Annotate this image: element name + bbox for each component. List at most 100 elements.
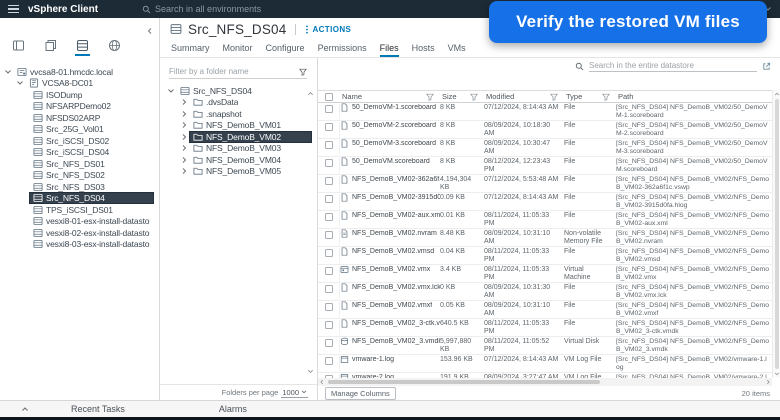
file-row[interactable]: NFS_DemoB_VM02.vmx 3.4 KB 08/11/2024, 11… (318, 265, 772, 283)
tree-item-datastore[interactable]: NFSARPDemo02 (0, 101, 159, 113)
scroll-up-icon[interactable] (307, 84, 314, 102)
file-row[interactable]: vmware-1.log 153.96 KB 07/12/2024, 8:14:… (318, 355, 772, 373)
file-row[interactable]: 50_DemoVM-2.scoreboard 8 KB 08/09/2024, … (318, 121, 772, 139)
file-row[interactable]: NFS_DemoB_VM02_3.vmdk 5,997,880 KB 08/11… (318, 337, 772, 355)
column-header-path[interactable]: Path (618, 92, 634, 101)
horizontal-scrollbar[interactable] (318, 378, 772, 386)
tree-item-datastore[interactable]: Src_NFS_DS01 (0, 158, 159, 170)
tab-files[interactable]: Files (379, 40, 399, 57)
row-checkbox[interactable] (324, 303, 333, 311)
row-checkbox[interactable] (324, 141, 333, 149)
tab-permissions[interactable]: Permissions (317, 42, 367, 53)
row-checkbox[interactable] (324, 357, 333, 365)
file-row[interactable]: 50_DemoVM-1.scoreboard 8 KB 07/12/2024, … (318, 103, 772, 121)
tree-item-datastore[interactable]: vesxi8-03-esx-install-datastore (0, 239, 159, 251)
recent-tasks-tab[interactable]: Recent Tasks (71, 404, 125, 414)
tab-networking[interactable] (107, 39, 122, 56)
folder-item[interactable]: .dvsData (160, 97, 317, 109)
chevron-right-icon[interactable] (179, 156, 189, 164)
tree-item-datastore[interactable]: vesxi8-02-esx-install-datastore (0, 227, 159, 239)
chevron-right-icon[interactable] (179, 167, 189, 175)
row-checkbox[interactable] (324, 267, 333, 275)
folder-item[interactable]: NFS_DemoB_VM03 (160, 143, 317, 155)
file-row[interactable]: 50_DemoVM-3.scoreboard 8 KB 08/09/2024, … (318, 139, 772, 157)
expand-tasks-icon[interactable] (21, 405, 29, 413)
tab-configure[interactable]: Configure (265, 42, 305, 53)
row-checkbox[interactable] (324, 321, 333, 329)
scroll-down-icon[interactable] (307, 362, 314, 380)
folder-root[interactable]: Src_NFS_DS04 (160, 85, 317, 97)
file-row[interactable]: NFS_DemoB_VM02.nvram 8.48 KB 08/09/2024,… (318, 229, 772, 247)
tree-item-datastore[interactable]: Src_NFS_DS03 (0, 181, 159, 193)
tab-hosts-clusters[interactable] (11, 39, 26, 56)
filter-funnel-icon[interactable] (426, 93, 434, 101)
select-all-checkbox[interactable] (325, 92, 333, 101)
tab-vms[interactable]: VMs (447, 42, 466, 53)
column-header-modified[interactable]: Modified (484, 92, 564, 101)
tree-item-datacenter[interactable]: VCSA8-DC01 (0, 78, 159, 90)
tree-item-datastore[interactable]: Src_iSCSI_DS02 (0, 135, 159, 147)
column-header-type[interactable]: Type (564, 92, 616, 101)
tree-item-vcenter[interactable]: vvcsa8-01.hmcdc.local (0, 66, 159, 78)
column-header-size[interactable]: Size (440, 92, 484, 101)
file-row[interactable]: vmware-2.log 191.9 KB 08/09/2024, 3:27:4… (318, 373, 772, 378)
file-row[interactable]: NFS_DemoB_VM02-3915d0fa.hlog 0.09 KB 07/… (318, 193, 772, 211)
actions-button[interactable]: ACTIONS (305, 25, 351, 34)
file-row[interactable]: 50_DemoVM.scoreboard 8 KB 08/12/2024, 12… (318, 157, 772, 175)
scroll-up-icon[interactable] (774, 91, 780, 97)
tree-item-datastore[interactable]: vesxi8-01-esx-install-datastore (0, 216, 159, 228)
folder-item[interactable]: NFS_DemoB_VM05 (160, 166, 317, 178)
row-checkbox[interactable] (324, 285, 333, 293)
filter-funnel-icon[interactable] (299, 68, 307, 76)
scroll-right-icon[interactable] (764, 379, 772, 385)
row-checkbox[interactable] (324, 177, 333, 185)
tree-item-datastore[interactable]: NFSDS02ARP (0, 112, 159, 124)
file-row[interactable]: NFS_DemoB_VM02-362a6f1c.vswp 4,194,304 K… (318, 175, 772, 193)
folder-item[interactable]: .snapshot (160, 108, 317, 120)
collapse-sidebar-icon[interactable] (146, 22, 154, 40)
tree-item-datastore[interactable]: Src_NFS_DS02 (0, 170, 159, 182)
row-checkbox[interactable] (324, 105, 333, 113)
tab-summary[interactable]: Summary (171, 42, 210, 53)
folder-item[interactable]: NFS_DemoB_VM01 (160, 120, 317, 132)
scroll-down-icon[interactable] (774, 371, 780, 377)
folder-item[interactable]: NFS_DemoB_VM02 (160, 130, 317, 143)
row-checkbox[interactable] (324, 123, 333, 131)
folder-item[interactable]: NFS_DemoB_VM04 (160, 154, 317, 166)
global-search-input[interactable]: Search in all environments (142, 4, 261, 14)
row-checkbox[interactable] (324, 213, 333, 221)
tab-vms-templates[interactable] (43, 39, 58, 56)
chevron-right-icon[interactable] (179, 121, 189, 129)
alarms-tab[interactable]: Alarms (218, 404, 247, 414)
scrollbar-thumb[interactable] (328, 380, 600, 384)
row-checkbox[interactable] (324, 231, 333, 239)
row-checkbox[interactable] (324, 339, 333, 347)
tree-item-datastore[interactable]: Src_NFS_DS04 (0, 192, 159, 205)
chevron-down-icon[interactable] (3, 68, 13, 76)
file-row[interactable]: NFS_DemoB_VM02.vmxf 0.05 KB 08/09/2024, … (318, 301, 772, 319)
tab-storage[interactable] (75, 39, 90, 56)
external-link-icon[interactable] (762, 62, 771, 71)
filter-funnel-icon[interactable] (470, 93, 478, 101)
filter-funnel-icon[interactable] (550, 93, 558, 101)
row-checkbox[interactable] (324, 195, 333, 203)
tree-item-datastore[interactable]: ISODump (0, 89, 159, 101)
vertical-scrollbar[interactable] (772, 90, 780, 378)
tree-item-datastore[interactable]: Src_iSCSI_DS04 (0, 147, 159, 159)
manage-columns-button[interactable]: Manage Columns (325, 386, 396, 400)
chevron-right-icon[interactable] (179, 144, 189, 152)
chevron-right-icon[interactable] (179, 98, 189, 106)
file-row[interactable]: NFS_DemoB_VM02.vmx.lck 0 KB 08/09/2024, … (318, 283, 772, 301)
datastore-search-input[interactable] (589, 61, 757, 72)
chevron-down-icon[interactable] (15, 79, 25, 87)
tree-item-datastore[interactable]: TPS_iSCSI_DS01 (0, 204, 159, 216)
file-row[interactable]: NFS_DemoB_VM02.vmsd 0.04 KB 08/11/2024, … (318, 247, 772, 265)
scroll-left-icon[interactable] (318, 379, 326, 385)
tree-item-datastore[interactable]: Src_25G_Vol01 (0, 124, 159, 136)
chevron-down-icon[interactable] (166, 87, 176, 95)
chevron-right-icon[interactable] (179, 133, 189, 141)
folders-per-page-select[interactable]: 1000 (281, 388, 308, 398)
file-row[interactable]: NFS_DemoB_VM02_3-ctk.vmdk 640.5 KB 08/11… (318, 319, 772, 337)
tab-hosts[interactable]: Hosts (411, 42, 435, 53)
chevron-right-icon[interactable] (179, 110, 189, 118)
